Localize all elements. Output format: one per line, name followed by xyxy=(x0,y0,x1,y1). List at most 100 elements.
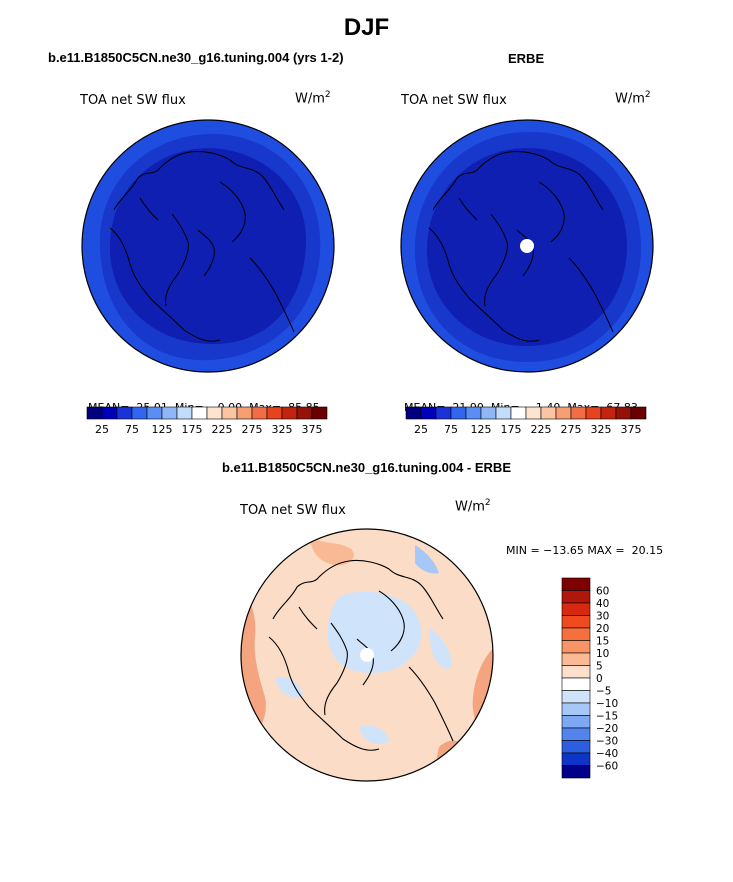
panel-2-field-label: TOA net SW flux xyxy=(401,93,507,108)
colorbar-swatch xyxy=(480,406,497,420)
colorbar-swatch xyxy=(86,406,103,420)
colorbar-tick-label: 125 xyxy=(471,423,492,436)
diff-colorbar-swatch xyxy=(561,727,591,741)
diff-units-exponent: 2 xyxy=(484,498,491,508)
diff-cool-region-east xyxy=(429,627,452,669)
diff-field-label: TOA net SW flux xyxy=(240,503,346,518)
diff-colorbar-label: 5 xyxy=(596,661,603,673)
panel-2-units-exponent: 2 xyxy=(644,90,651,100)
colorbar-swatch xyxy=(296,406,313,420)
diff-colorbar-label: 30 xyxy=(596,611,609,623)
diff-colorbar-swatch xyxy=(561,677,591,691)
colorbar-swatch xyxy=(146,406,163,420)
diff-colorbar-label: −10 xyxy=(596,698,618,710)
diff-minmax: MIN = −13.65 MAX = 20.15 xyxy=(506,544,664,557)
page-title: DJF xyxy=(343,14,390,41)
colorbar-tick-label: 275 xyxy=(242,423,263,436)
diff-colorbar-swatch xyxy=(561,690,591,704)
colorbar-swatch xyxy=(101,406,118,420)
colorbar-tick-label: 125 xyxy=(152,423,173,436)
panel-1-coastlines xyxy=(109,151,295,342)
colorbar-tick-label: 375 xyxy=(621,423,642,436)
diff-colorbar-label: −15 xyxy=(596,711,618,723)
colorbar-swatch xyxy=(161,406,178,420)
diff-colorbar-label: −30 xyxy=(596,736,618,748)
panel-1-polar-map xyxy=(81,119,335,373)
diff-colorbar-label: 0 xyxy=(596,673,603,685)
diff-warm-region-north xyxy=(309,537,354,566)
panel-1-colorbar: 25 75 125 175 225 275 325 375 xyxy=(86,406,328,436)
diff-cool-region-center xyxy=(327,591,422,673)
colorbar-swatch xyxy=(615,406,632,420)
colorbar-swatch xyxy=(525,406,542,420)
colorbar-tick-label: 75 xyxy=(444,423,458,436)
diff-cool-region-south xyxy=(359,725,389,744)
diff-colorbar-label: 20 xyxy=(596,623,609,635)
colorbar-swatch xyxy=(465,406,482,420)
panel-2-polar-map xyxy=(400,119,654,373)
diff-units: W/m2 xyxy=(455,498,491,514)
diff-colorbar-swatch xyxy=(561,590,591,604)
colorbar-swatch xyxy=(555,406,572,420)
colorbar-swatch xyxy=(630,406,647,420)
diff-colorbar-label: 40 xyxy=(596,598,609,610)
diff-colorbar-swatch xyxy=(561,715,591,729)
panel-2-title: ERBE xyxy=(508,51,545,66)
colorbar-swatch xyxy=(116,406,133,420)
panel-1-inner-band xyxy=(109,148,307,345)
colorbar-tick-label: 75 xyxy=(125,423,139,436)
diff-colorbar-swatch xyxy=(561,640,591,654)
colorbar-swatch xyxy=(281,406,298,420)
diff-colorbar-swatch xyxy=(561,627,591,641)
colorbar-swatch xyxy=(495,406,512,420)
colorbar-tick-label: 225 xyxy=(531,423,552,436)
colorbar-tick-label: 375 xyxy=(302,423,323,436)
panel-1-title: b.e11.B1850C5CN.ne30_g16.tuning.004 (yrs… xyxy=(48,50,344,65)
colorbar-tick-label: 225 xyxy=(212,423,233,436)
colorbar-swatch xyxy=(266,406,283,420)
colorbar-tick-label: 275 xyxy=(561,423,582,436)
diff-units-text: W/m xyxy=(455,499,485,515)
diff-colorbar-label: 60 xyxy=(596,586,609,598)
colorbar-swatch xyxy=(405,406,422,420)
colorbar-swatch xyxy=(540,406,557,420)
colorbar-swatch xyxy=(176,406,193,420)
panel-1-map-border xyxy=(81,119,335,373)
diff-cool-region-west xyxy=(275,676,303,698)
diff-colorbar-swatch xyxy=(561,740,591,754)
colorbar-swatch xyxy=(600,406,617,420)
colorbar-tick-label: 175 xyxy=(501,423,522,436)
diff-colorbar-label: −20 xyxy=(596,723,618,735)
diff-map-border xyxy=(240,528,494,782)
colorbar-swatch xyxy=(435,406,452,420)
diff-colorbar-swatch xyxy=(561,615,591,629)
colorbar-swatch xyxy=(420,406,437,420)
colorbar-swatch xyxy=(450,406,467,420)
colorbar-swatch xyxy=(191,406,208,420)
diff-colorbar-swatch xyxy=(561,602,591,616)
diff-colorbar-swatch xyxy=(561,665,591,679)
diff-colorbar-swatch xyxy=(561,752,591,766)
panel-2-map-border xyxy=(400,119,654,373)
panel-2-units-text: W/m xyxy=(615,91,645,107)
diff-polar-map xyxy=(240,528,494,782)
panel-1-units-exponent: 2 xyxy=(324,90,331,100)
colorbar-swatch xyxy=(236,406,253,420)
colorbar-swatch xyxy=(585,406,602,420)
colorbar-swatch xyxy=(131,406,148,420)
diff-panel-title: b.e11.B1850C5CN.ne30_g16.tuning.004 - ER… xyxy=(221,460,511,475)
diff-colorbar-label: −5 xyxy=(596,686,611,698)
colorbar-swatch xyxy=(251,406,268,420)
diff-colorbar-swatch xyxy=(561,765,591,779)
diff-colorbar-swatch xyxy=(561,577,591,591)
diff-missing-data-pole xyxy=(360,648,374,662)
colorbar-tick-label: 25 xyxy=(414,423,428,436)
colorbar-tick-label: 325 xyxy=(272,423,293,436)
colorbar-swatch xyxy=(206,406,223,420)
colorbar-swatch xyxy=(221,406,238,420)
panel-2-missing-data-pole xyxy=(520,239,534,253)
panel-1-units: W/m2 xyxy=(295,90,331,106)
diff-colorbar-swatch xyxy=(561,652,591,666)
diff-colorbar-swatch xyxy=(561,702,591,716)
